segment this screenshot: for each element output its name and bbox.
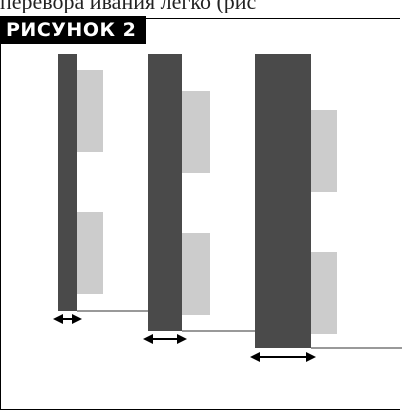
light-panel-2-lower [182, 233, 210, 315]
light-panel-1-upper [77, 70, 103, 152]
light-panel-3-upper [311, 110, 337, 192]
light-panel-3-lower [311, 252, 337, 334]
light-panel-1-lower [77, 212, 103, 294]
figure-label: РИСУНОК 2 [0, 16, 147, 44]
light-panel-2-upper [182, 91, 210, 173]
top-caption-fragment: перевора ивания легко (рис [0, 0, 257, 13]
figure-frame [0, 18, 400, 410]
dark-bar-2 [148, 54, 182, 331]
dark-bar-3 [255, 54, 311, 348]
dark-bar-1 [58, 54, 77, 311]
